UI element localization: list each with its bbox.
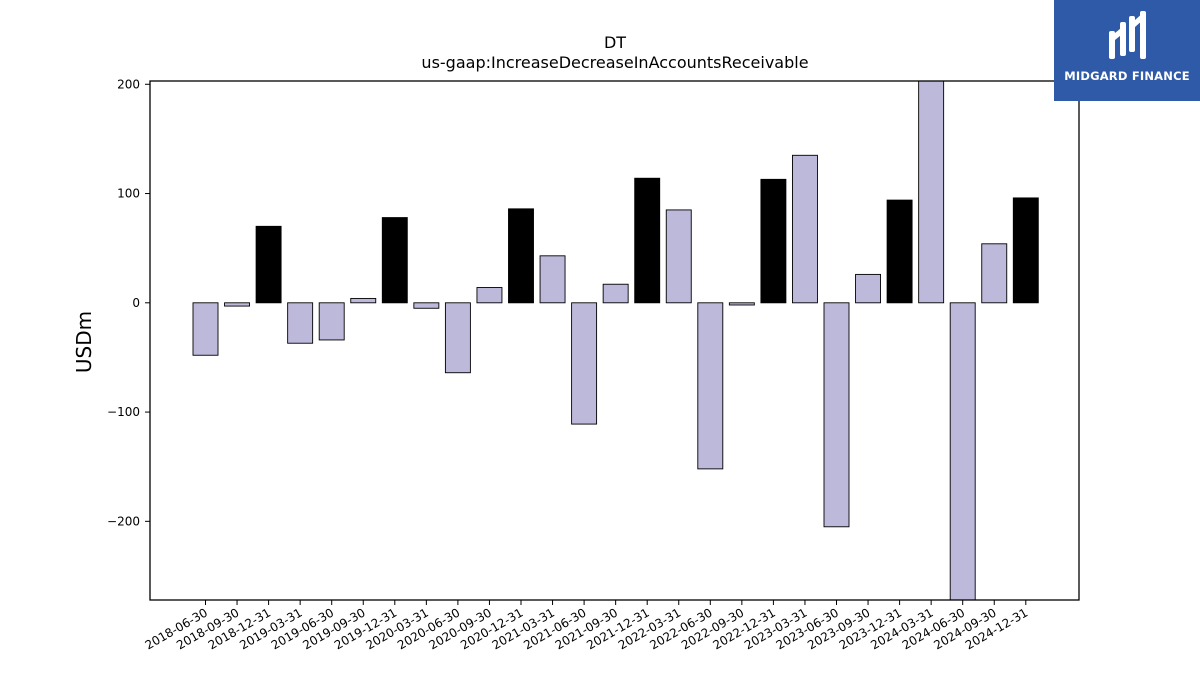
bar-2019-06-30 [318,302,345,341]
y-tick-label: 0 [132,296,140,310]
y-tick-label: 200 [117,77,140,91]
bar-2019-12-31 [381,217,408,304]
bar-2023-09-30 [855,273,881,304]
bar-2022-06-30 [697,302,724,470]
bar-2024-03-31 [918,81,945,304]
y-axis-label: USDm [72,311,96,373]
bar-2020-09-30 [476,287,503,304]
bar-2018-09-30 [224,302,251,307]
y-tick-label: −200 [107,514,140,528]
bar-2021-06-30 [571,302,598,425]
x-axis: 2018-06-302018-09-302018-12-312019-03-31… [143,600,1030,652]
bar-2018-06-30 [192,302,219,356]
chart-title: DT [604,33,626,52]
bar-2020-03-31 [413,302,440,309]
bar-2021-09-30 [602,283,629,304]
logo-text: MIDGARD FINANCE [1064,69,1190,83]
bar-2022-09-30 [728,302,755,306]
bar-2020-12-31 [508,208,534,304]
bar-2023-06-30 [823,302,850,528]
bar-2018-12-31 [255,225,282,304]
chart-subtitle: us-gaap:IncreaseDecreaseInAccountsReceiv… [421,53,808,72]
bar-2019-03-31 [287,302,314,344]
y-tick-label: −100 [107,405,140,419]
bar-2020-06-30 [444,302,471,374]
bar-2021-03-31 [539,255,566,304]
y-tick-label: 100 [117,187,140,201]
bar-2021-12-31 [634,177,661,304]
bar-2023-03-31 [792,154,818,304]
bar-2022-12-31 [760,178,787,304]
bar-2024-09-30 [981,243,1008,304]
logo-mark-icon [1109,11,1146,59]
bar-2022-03-31 [665,209,692,304]
brand-logo: MIDGARD FINANCE [1054,0,1200,101]
bar-group [192,81,1039,600]
y-axis: −200 −100 0 100 200 [107,77,150,528]
bar-2024-12-31 [1012,197,1039,304]
bar-2019-09-30 [350,297,377,304]
plot-frame [149,80,1080,601]
bar-2023-12-31 [886,199,913,304]
bar-2024-06-30 [949,302,976,600]
